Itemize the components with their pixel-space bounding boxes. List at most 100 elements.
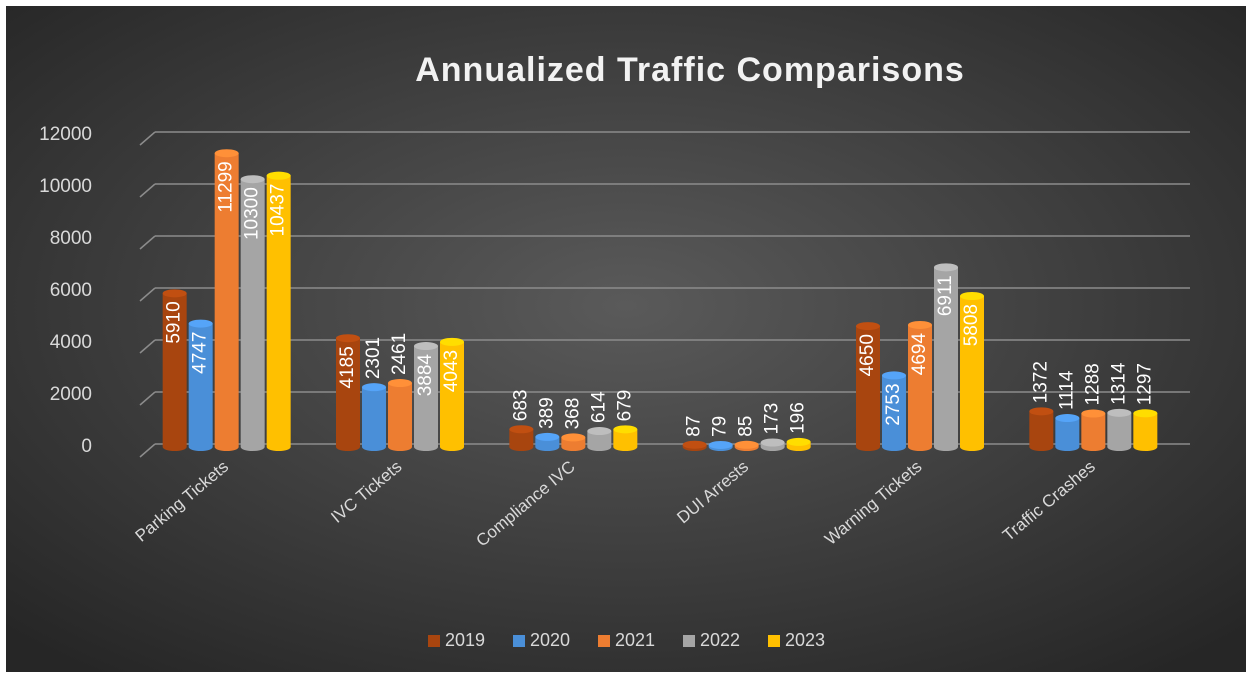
legend-swatch <box>513 635 525 647</box>
chart-title: Annualized Traffic Comparisons <box>415 51 965 89</box>
bar <box>240 179 265 451</box>
bar-cap <box>708 440 733 449</box>
y-tick-label: 0 <box>81 436 92 457</box>
bar <box>908 324 932 451</box>
bar <box>1107 412 1132 451</box>
bar-cap <box>1081 409 1106 418</box>
value-label: 173 <box>762 403 783 435</box>
grid-line <box>139 339 156 354</box>
bar <box>162 293 187 451</box>
bar <box>882 375 906 451</box>
bar <box>388 383 412 451</box>
bar-cap <box>786 437 811 446</box>
value-label: 2753 <box>883 383 904 425</box>
grid-line <box>139 131 156 146</box>
bar <box>188 323 213 451</box>
bar-cap <box>734 440 759 449</box>
value-label: 196 <box>788 402 809 434</box>
legend-label: 2019 <box>445 630 485 650</box>
y-tick-label: 10000 <box>39 176 92 197</box>
value-label: 1372 <box>1030 361 1051 403</box>
value-label: 1114 <box>1056 370 1077 410</box>
bar-cap <box>336 334 360 343</box>
bar <box>1055 418 1080 451</box>
bar-cap <box>908 320 932 329</box>
value-label: 4043 <box>441 350 462 392</box>
value-label: 10300 <box>242 187 263 240</box>
y-tick-label: 12000 <box>39 124 92 145</box>
legend-swatch <box>598 635 610 647</box>
legend-label: 2022 <box>700 630 740 650</box>
value-label: 4650 <box>857 334 878 376</box>
value-label: 1297 <box>1134 363 1155 405</box>
bar <box>535 436 560 451</box>
bar <box>856 326 880 451</box>
grid-line <box>139 443 156 458</box>
value-label: 4694 <box>909 333 930 376</box>
bar-cap <box>856 322 880 331</box>
value-label: 2301 <box>363 337 384 379</box>
bar-cap <box>682 440 707 449</box>
bar-cap <box>960 291 984 300</box>
bar-cap <box>561 433 586 442</box>
bar-cap <box>388 379 412 388</box>
bar-cap <box>535 432 560 441</box>
value-label: 1288 <box>1082 363 1103 405</box>
value-label: 4185 <box>337 346 358 388</box>
bar-cap <box>266 171 291 180</box>
grid-line <box>139 183 156 198</box>
value-label: 87 <box>684 416 705 437</box>
bar <box>934 267 958 451</box>
bar-cap <box>414 342 438 351</box>
value-label: 6911 <box>935 275 956 316</box>
value-label: 683 <box>510 390 531 422</box>
bar-cap <box>440 337 464 346</box>
bar <box>414 346 438 451</box>
bar-cap <box>362 383 386 392</box>
bar <box>362 387 386 451</box>
grid-line <box>139 235 156 250</box>
bar <box>266 175 291 451</box>
bar <box>336 338 360 451</box>
bar <box>509 429 534 451</box>
bar <box>1029 411 1054 451</box>
bar <box>1133 413 1158 451</box>
legend-label: 2023 <box>785 630 825 650</box>
value-label: 11299 <box>216 161 237 212</box>
bar-cap <box>214 149 239 158</box>
bar-cap <box>240 175 265 184</box>
grid-line <box>139 391 156 406</box>
value-label: 389 <box>536 397 557 429</box>
value-label: 79 <box>710 416 731 437</box>
grid-line <box>139 287 156 302</box>
legend-swatch <box>428 635 440 647</box>
bar <box>440 341 464 451</box>
y-tick-label: 4000 <box>50 332 92 353</box>
bar <box>214 153 239 451</box>
bar-cap <box>587 427 612 436</box>
y-tick-label: 6000 <box>50 280 92 301</box>
legend-swatch <box>683 635 695 647</box>
bar-cap <box>1133 409 1158 418</box>
bar-cap <box>613 425 638 434</box>
bar-cap <box>760 438 785 447</box>
bar-cap <box>1029 407 1054 416</box>
legend-label: 2021 <box>615 630 655 650</box>
bar-cap <box>1107 408 1132 417</box>
value-label: 85 <box>736 416 757 437</box>
value-label: 1314 <box>1108 362 1129 405</box>
value-label: 3884 <box>415 354 436 397</box>
legend-swatch <box>768 635 780 647</box>
value-label: 5808 <box>961 304 982 346</box>
bar-cap <box>934 263 958 272</box>
value-label: 10437 <box>268 184 289 237</box>
value-label: 5910 <box>164 301 185 343</box>
value-label: 368 <box>562 398 583 430</box>
bar-cap <box>1055 414 1080 423</box>
legend-label: 2020 <box>530 630 570 650</box>
value-label: 614 <box>588 391 609 423</box>
bar <box>587 431 612 451</box>
bar <box>960 295 984 451</box>
bar-cap <box>188 319 213 328</box>
